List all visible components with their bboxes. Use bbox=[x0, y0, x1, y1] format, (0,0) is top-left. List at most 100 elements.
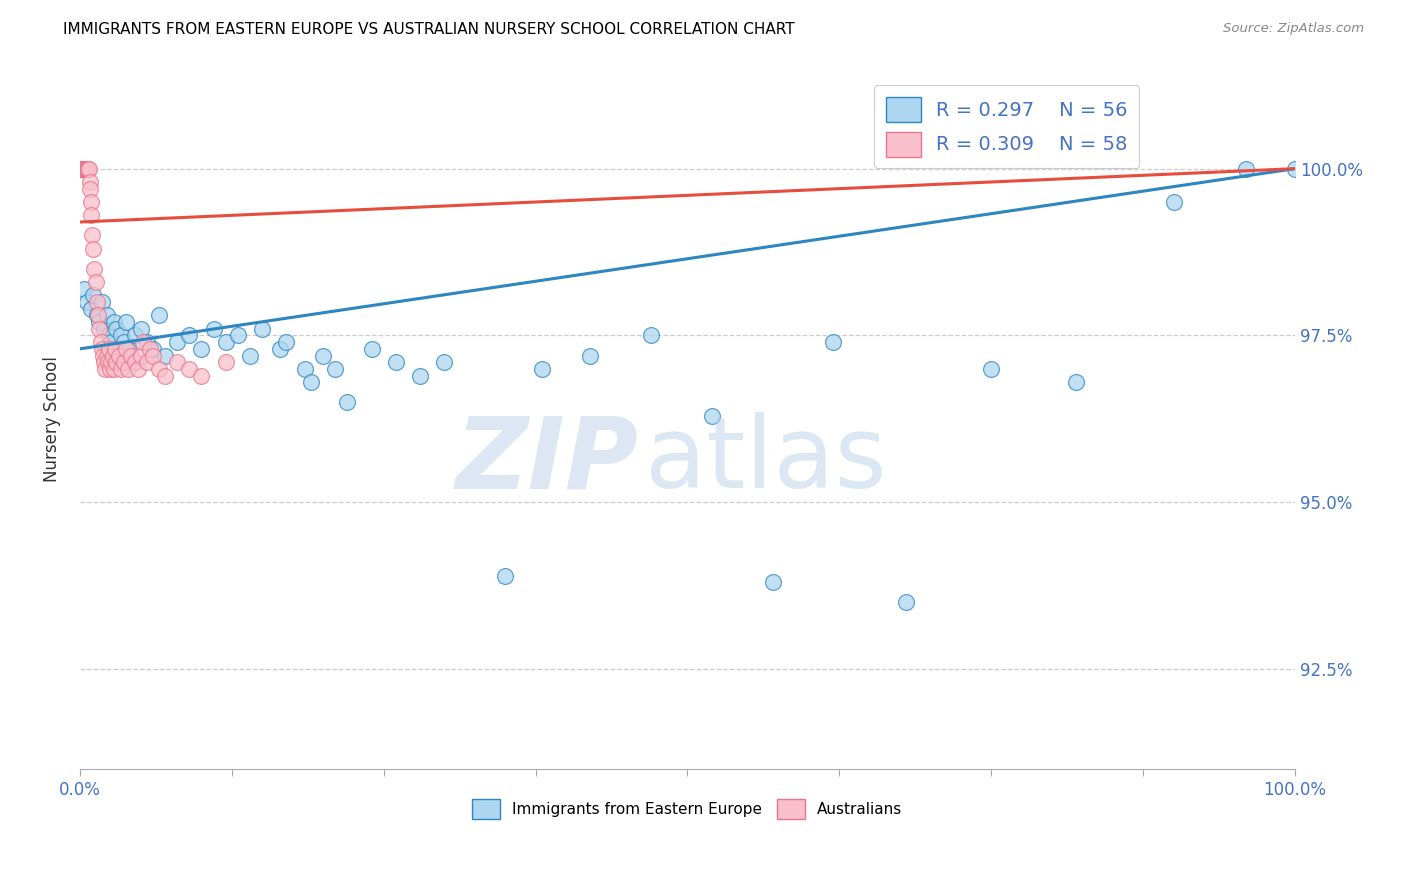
Point bbox=[87, 309, 110, 323]
Point bbox=[72, 161, 94, 176]
Point bbox=[72, 161, 94, 176]
Point bbox=[105, 355, 128, 369]
Point bbox=[135, 355, 157, 369]
Point bbox=[153, 349, 176, 363]
Point bbox=[360, 342, 382, 356]
Point bbox=[226, 328, 249, 343]
Text: Source: ZipAtlas.com: Source: ZipAtlas.com bbox=[1223, 22, 1364, 36]
Point bbox=[100, 355, 122, 369]
Point bbox=[124, 328, 146, 343]
Point bbox=[239, 349, 262, 363]
Text: IMMIGRANTS FROM EASTERN EUROPE VS AUSTRALIAN NURSERY SCHOOL CORRELATION CHART: IMMIGRANTS FROM EASTERN EUROPE VS AUSTRA… bbox=[63, 22, 794, 37]
Point bbox=[215, 355, 238, 369]
Point bbox=[98, 342, 121, 356]
Text: atlas: atlas bbox=[645, 412, 887, 509]
Legend: Immigrants from Eastern Europe, Australians: Immigrants from Eastern Europe, Australi… bbox=[467, 793, 908, 825]
Point bbox=[86, 309, 108, 323]
Point bbox=[103, 362, 125, 376]
Point bbox=[110, 328, 132, 343]
Point bbox=[77, 161, 100, 176]
Point bbox=[117, 342, 139, 356]
Point bbox=[80, 301, 103, 316]
Point bbox=[77, 161, 100, 176]
Point bbox=[84, 275, 107, 289]
Point bbox=[202, 322, 225, 336]
Point bbox=[93, 355, 115, 369]
Point bbox=[94, 362, 117, 376]
Point bbox=[112, 335, 135, 350]
Point bbox=[700, 409, 723, 423]
Point bbox=[72, 161, 94, 176]
Point bbox=[269, 342, 291, 356]
Point bbox=[127, 362, 149, 376]
Point bbox=[129, 322, 152, 336]
Point bbox=[124, 355, 146, 369]
Point bbox=[117, 362, 139, 376]
Point bbox=[190, 368, 212, 383]
Point bbox=[105, 322, 128, 336]
Point bbox=[107, 349, 129, 363]
Point bbox=[75, 161, 97, 176]
Point bbox=[179, 328, 201, 343]
Point bbox=[80, 194, 103, 209]
Point bbox=[1284, 161, 1306, 176]
Point bbox=[409, 368, 432, 383]
Point bbox=[980, 362, 1002, 376]
Text: ZIP: ZIP bbox=[456, 412, 638, 509]
Point bbox=[129, 349, 152, 363]
Point bbox=[530, 362, 553, 376]
Point bbox=[70, 161, 93, 176]
Point bbox=[1064, 375, 1087, 389]
Point bbox=[82, 242, 104, 256]
Point bbox=[112, 355, 135, 369]
Point bbox=[153, 368, 176, 383]
Point bbox=[79, 181, 101, 195]
Point bbox=[89, 322, 111, 336]
Point bbox=[1234, 161, 1257, 176]
Point bbox=[70, 161, 93, 176]
Point bbox=[1163, 194, 1185, 209]
Point bbox=[80, 208, 103, 222]
Point bbox=[250, 322, 273, 336]
Point bbox=[336, 395, 359, 409]
Point bbox=[148, 309, 170, 323]
Point bbox=[72, 282, 94, 296]
Point bbox=[86, 295, 108, 310]
Point bbox=[100, 335, 122, 350]
Point bbox=[90, 342, 112, 356]
Point bbox=[120, 349, 142, 363]
Point bbox=[323, 362, 346, 376]
Point bbox=[89, 315, 111, 329]
Point bbox=[90, 295, 112, 310]
Point bbox=[89, 335, 111, 350]
Point bbox=[76, 161, 98, 176]
Point bbox=[73, 161, 96, 176]
Point bbox=[76, 161, 98, 176]
Point bbox=[139, 342, 162, 356]
Point bbox=[640, 328, 662, 343]
Point bbox=[385, 355, 408, 369]
Point bbox=[148, 362, 170, 376]
Point bbox=[91, 349, 114, 363]
Point bbox=[761, 575, 783, 590]
Point bbox=[276, 335, 298, 350]
Point bbox=[166, 335, 188, 350]
Point bbox=[142, 349, 165, 363]
Point bbox=[494, 568, 516, 582]
Y-axis label: Nursery School: Nursery School bbox=[44, 356, 60, 482]
Point bbox=[215, 335, 238, 350]
Point bbox=[76, 295, 98, 310]
Point bbox=[97, 355, 120, 369]
Point bbox=[896, 595, 918, 609]
Point bbox=[294, 362, 316, 376]
Point bbox=[104, 342, 127, 356]
Point bbox=[98, 362, 121, 376]
Point bbox=[312, 349, 335, 363]
Point bbox=[190, 342, 212, 356]
Point bbox=[166, 355, 188, 369]
Point bbox=[101, 349, 124, 363]
Point bbox=[107, 342, 129, 356]
Point bbox=[96, 349, 118, 363]
Point bbox=[73, 161, 96, 176]
Point bbox=[80, 228, 103, 243]
